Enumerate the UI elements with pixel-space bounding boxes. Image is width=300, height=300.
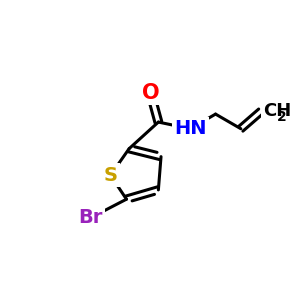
Text: O: O	[142, 83, 159, 103]
Text: CH: CH	[263, 102, 291, 120]
Text: 2: 2	[277, 110, 286, 124]
Text: HN: HN	[174, 119, 206, 138]
Text: S: S	[103, 166, 118, 185]
Text: Br: Br	[78, 208, 103, 227]
